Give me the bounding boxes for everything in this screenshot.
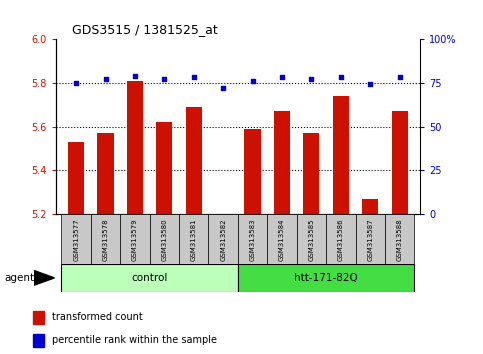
- Polygon shape: [34, 270, 55, 285]
- Text: GSM313581: GSM313581: [191, 218, 197, 261]
- FancyBboxPatch shape: [91, 214, 120, 264]
- Text: GSM313585: GSM313585: [309, 218, 314, 261]
- Point: [102, 76, 110, 82]
- Bar: [392, 111, 408, 214]
- Text: control: control: [131, 273, 168, 283]
- Text: transformed count: transformed count: [53, 312, 143, 322]
- FancyBboxPatch shape: [150, 214, 179, 264]
- Text: GSM313579: GSM313579: [132, 218, 138, 261]
- FancyBboxPatch shape: [209, 214, 238, 264]
- Point: [366, 82, 374, 87]
- FancyBboxPatch shape: [238, 214, 267, 264]
- Bar: [362, 199, 378, 214]
- Text: GDS3515 / 1381525_at: GDS3515 / 1381525_at: [72, 23, 218, 36]
- Point: [396, 75, 403, 80]
- Text: GSM313588: GSM313588: [397, 218, 403, 261]
- Point: [72, 80, 80, 86]
- Bar: [333, 96, 349, 214]
- Bar: [33, 334, 44, 347]
- Bar: [244, 129, 261, 214]
- Point: [308, 76, 315, 82]
- FancyBboxPatch shape: [385, 214, 414, 264]
- FancyBboxPatch shape: [61, 264, 238, 292]
- Text: GSM313584: GSM313584: [279, 218, 285, 261]
- Text: GSM313587: GSM313587: [367, 218, 373, 261]
- Text: GSM313580: GSM313580: [161, 218, 167, 261]
- Text: agent: agent: [5, 273, 35, 283]
- Bar: [98, 133, 114, 214]
- FancyBboxPatch shape: [267, 214, 297, 264]
- Text: GSM313582: GSM313582: [220, 218, 226, 261]
- Point: [219, 85, 227, 91]
- Point: [337, 75, 345, 80]
- Text: percentile rank within the sample: percentile rank within the sample: [53, 335, 217, 346]
- Point: [190, 75, 198, 80]
- Point: [278, 75, 286, 80]
- Bar: [33, 311, 44, 324]
- Bar: [185, 107, 202, 214]
- Point: [160, 76, 168, 82]
- Bar: [127, 81, 143, 214]
- Text: GSM313583: GSM313583: [250, 218, 256, 261]
- Text: GSM313577: GSM313577: [73, 218, 79, 261]
- Point: [131, 73, 139, 79]
- Bar: [303, 133, 319, 214]
- FancyBboxPatch shape: [120, 214, 150, 264]
- FancyBboxPatch shape: [326, 214, 355, 264]
- Bar: [156, 122, 172, 214]
- FancyBboxPatch shape: [61, 214, 91, 264]
- FancyBboxPatch shape: [297, 214, 326, 264]
- FancyBboxPatch shape: [355, 214, 385, 264]
- Point: [249, 78, 256, 84]
- Bar: [274, 111, 290, 214]
- Text: GSM313586: GSM313586: [338, 218, 344, 261]
- FancyBboxPatch shape: [238, 264, 414, 292]
- Text: GSM313578: GSM313578: [102, 218, 109, 261]
- Text: htt-171-82Q: htt-171-82Q: [294, 273, 358, 283]
- Bar: [68, 142, 84, 214]
- FancyBboxPatch shape: [179, 214, 209, 264]
